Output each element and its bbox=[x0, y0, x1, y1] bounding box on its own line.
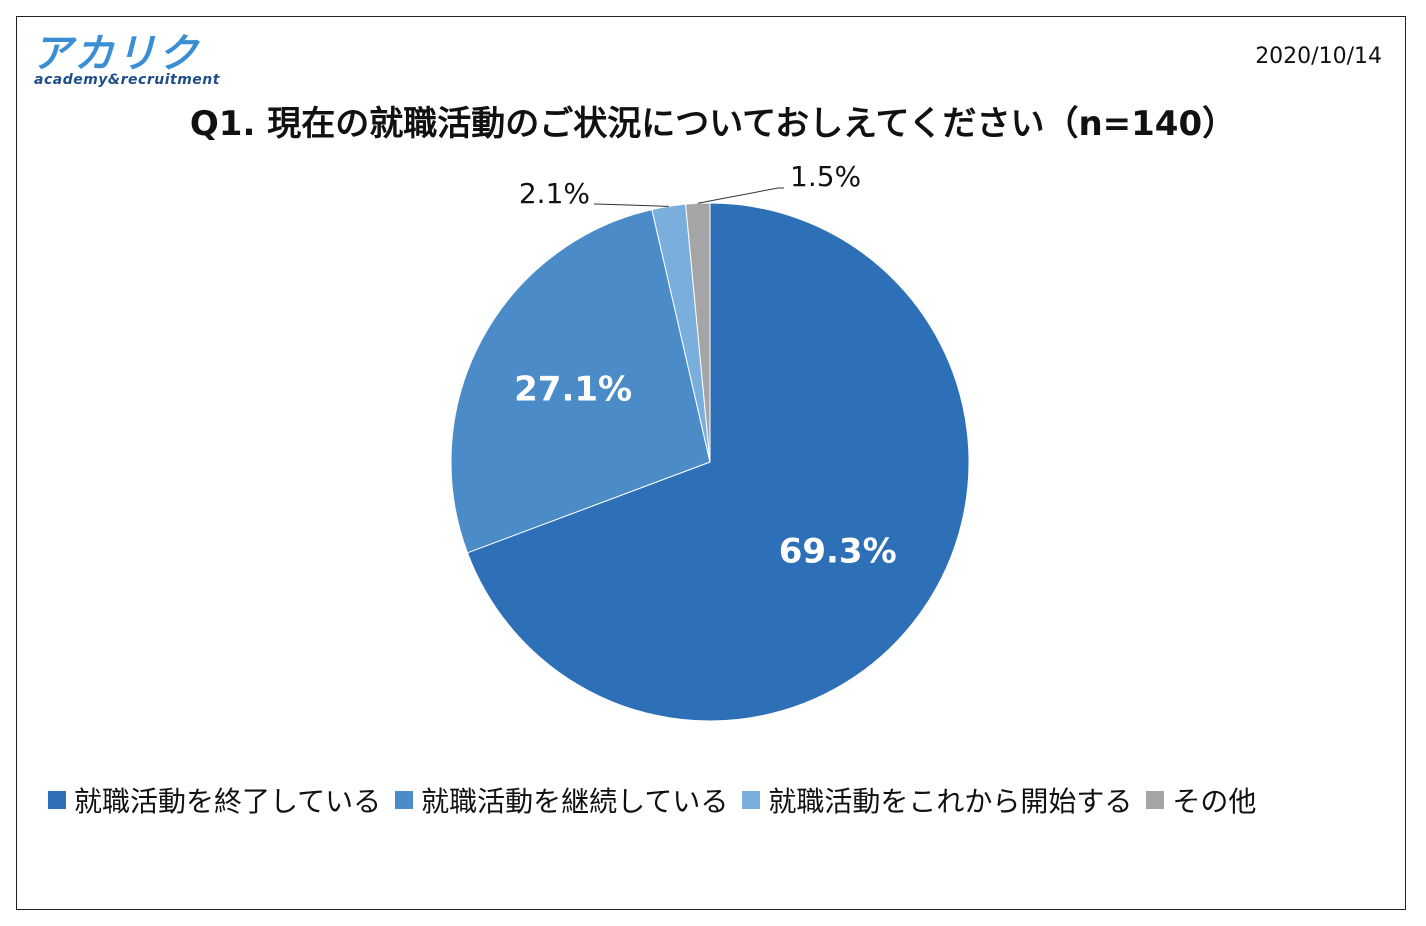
legend-item: その他 bbox=[1146, 780, 1256, 820]
pie-slice bbox=[450, 208, 711, 554]
legend-label: 就職活動をこれから開始する bbox=[768, 785, 1133, 818]
chart-title: Q1. 現在の就職活動のご状況についておしえてください（n=140） bbox=[189, 104, 1237, 144]
legend-swatch bbox=[48, 791, 66, 809]
leader-line bbox=[697, 187, 784, 204]
report-date: 2020/10/14 bbox=[1255, 44, 1382, 69]
legend-swatch bbox=[395, 791, 414, 809]
slice-label: 1.5% bbox=[790, 160, 861, 193]
pie-slice bbox=[466, 202, 970, 722]
legend-item: 就職活動を継続している bbox=[395, 780, 728, 820]
legend-label: 就職活動を終了している bbox=[74, 785, 382, 818]
legend-swatch bbox=[742, 791, 761, 809]
chart-legend: 就職活動を終了している 就職活動を継続している 就職活動をこれから開始する その他 bbox=[48, 780, 1270, 820]
legend-label: 就職活動を継続している bbox=[421, 785, 729, 818]
legend-label: その他 bbox=[1172, 785, 1257, 818]
logo-wordmark: アカリク bbox=[32, 31, 200, 77]
brand-logo: アカリク academy&recruitment bbox=[32, 34, 242, 92]
legend-item: 就職活動を終了している bbox=[48, 780, 381, 820]
slice-label: 27.1% bbox=[514, 369, 632, 409]
slice-label: 2.1% bbox=[519, 177, 590, 210]
legend-swatch bbox=[1146, 791, 1165, 809]
leader-line bbox=[594, 203, 669, 207]
legend-item: 就職活動をこれから開始する bbox=[742, 780, 1132, 820]
slice-label: 69.3% bbox=[779, 532, 897, 572]
logo-tagline: academy&recruitment bbox=[34, 72, 220, 88]
